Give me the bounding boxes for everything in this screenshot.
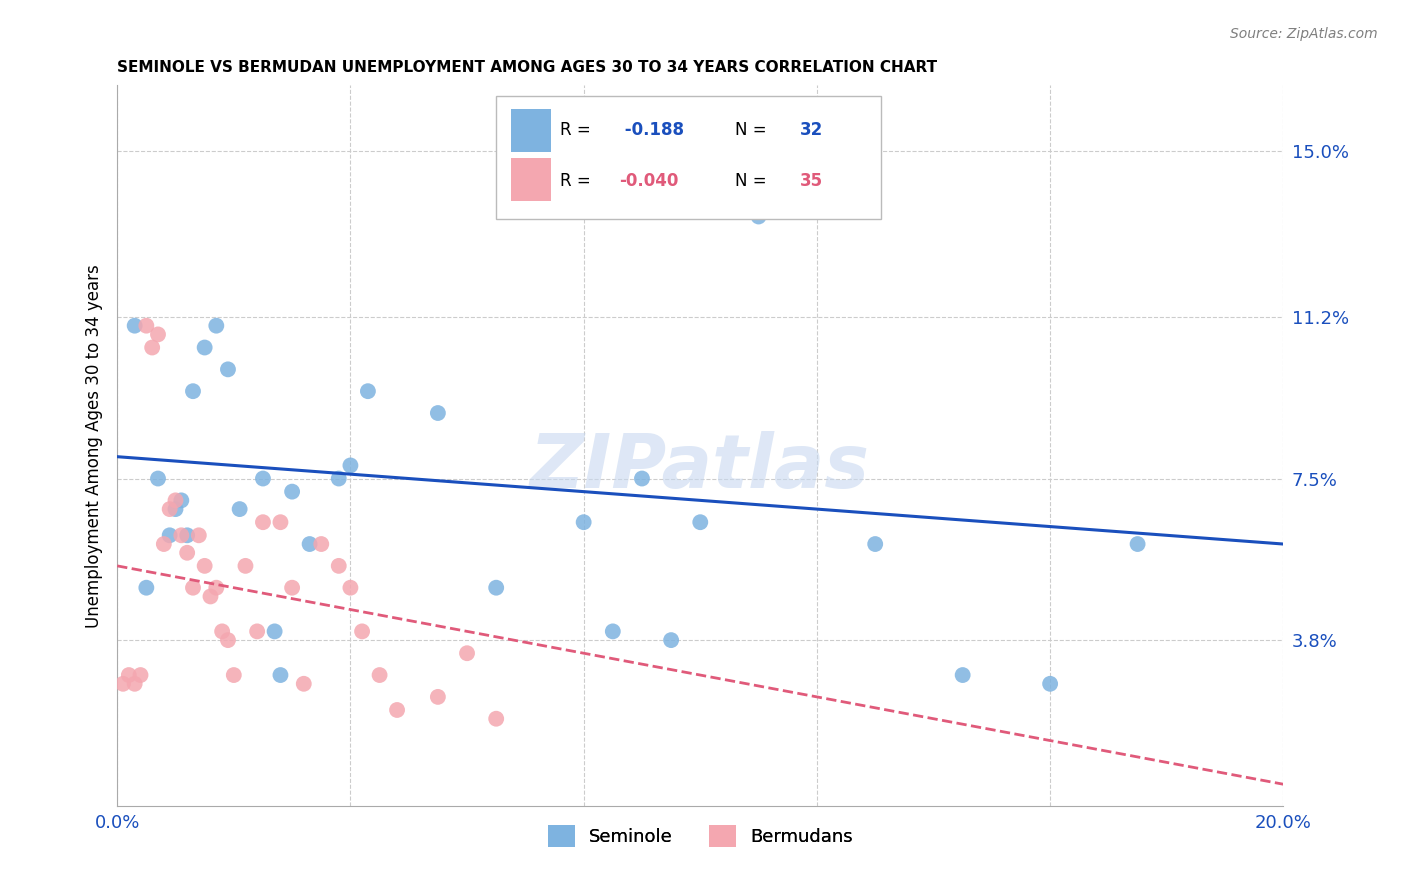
Point (292, 677, 315, 691)
Text: 32: 32 (800, 121, 823, 139)
Point (863, 537, 886, 551)
Text: ZIPatlas: ZIPatlas (530, 431, 870, 504)
Point (748, 210, 770, 224)
Point (689, 515, 711, 529)
Text: R =: R = (561, 171, 596, 190)
Point (170, 493, 193, 508)
Point (118, 668, 141, 682)
Point (298, 537, 321, 551)
FancyBboxPatch shape (496, 96, 882, 219)
Point (141, 341, 163, 355)
Point (426, 690, 449, 704)
Point (165, 493, 187, 508)
Point (146, 327, 169, 342)
Point (252, 471, 274, 485)
Point (165, 502, 187, 516)
Point (200, 590, 222, 604)
Point (328, 558, 350, 573)
Point (176, 546, 198, 560)
Text: N =: N = (735, 171, 772, 190)
Point (135, 581, 157, 595)
Point (1126, 537, 1149, 551)
Point (181, 581, 204, 595)
Point (631, 471, 654, 485)
Point (228, 502, 250, 516)
Point (111, 677, 134, 691)
Point (124, 677, 146, 691)
Text: 35: 35 (800, 171, 823, 190)
Point (426, 406, 449, 420)
Point (456, 646, 478, 660)
Point (217, 633, 239, 648)
Text: R =: R = (561, 121, 596, 139)
Point (211, 624, 233, 639)
Point (159, 528, 181, 542)
Point (124, 318, 146, 333)
Point (217, 362, 239, 376)
Point (235, 558, 257, 573)
Point (309, 537, 332, 551)
Point (146, 471, 169, 485)
Point (153, 537, 176, 551)
Y-axis label: Unemployment Among Ages 30 to 34 years: Unemployment Among Ages 30 to 34 years (86, 264, 103, 628)
Point (659, 633, 682, 648)
Point (205, 581, 228, 595)
Point (357, 384, 380, 399)
Text: SEMINOLE VS BERMUDAN UNEMPLOYMENT AMONG AGES 30 TO 34 YEARS CORRELATION CHART: SEMINOLE VS BERMUDAN UNEMPLOYMENT AMONG … (117, 60, 938, 75)
Point (263, 624, 285, 639)
Point (1039, 677, 1062, 691)
Text: N =: N = (735, 121, 772, 139)
FancyBboxPatch shape (512, 109, 551, 152)
Point (135, 318, 157, 333)
Point (368, 668, 391, 682)
Point (194, 341, 217, 355)
Point (181, 384, 204, 399)
Point (339, 581, 361, 595)
Point (572, 515, 595, 529)
Point (385, 703, 408, 717)
Point (269, 515, 291, 529)
Point (328, 471, 350, 485)
Text: Source: ZipAtlas.com: Source: ZipAtlas.com (1230, 27, 1378, 41)
FancyBboxPatch shape (512, 158, 551, 201)
Point (205, 318, 228, 333)
Point (269, 668, 291, 682)
Point (485, 712, 508, 726)
Legend: Seminole, Bermudans: Seminole, Bermudans (540, 818, 860, 855)
Point (246, 624, 269, 639)
Point (176, 528, 198, 542)
Point (159, 502, 181, 516)
Text: -0.188: -0.188 (619, 121, 683, 139)
Point (187, 528, 209, 542)
Point (170, 528, 193, 542)
Point (281, 581, 304, 595)
Point (194, 558, 217, 573)
Point (602, 624, 624, 639)
Point (129, 668, 152, 682)
Text: -0.040: -0.040 (619, 171, 678, 190)
Point (281, 484, 304, 499)
Point (485, 581, 508, 595)
Point (952, 668, 974, 682)
Point (222, 668, 245, 682)
Point (339, 458, 361, 473)
Point (352, 624, 374, 639)
Point (252, 515, 274, 529)
